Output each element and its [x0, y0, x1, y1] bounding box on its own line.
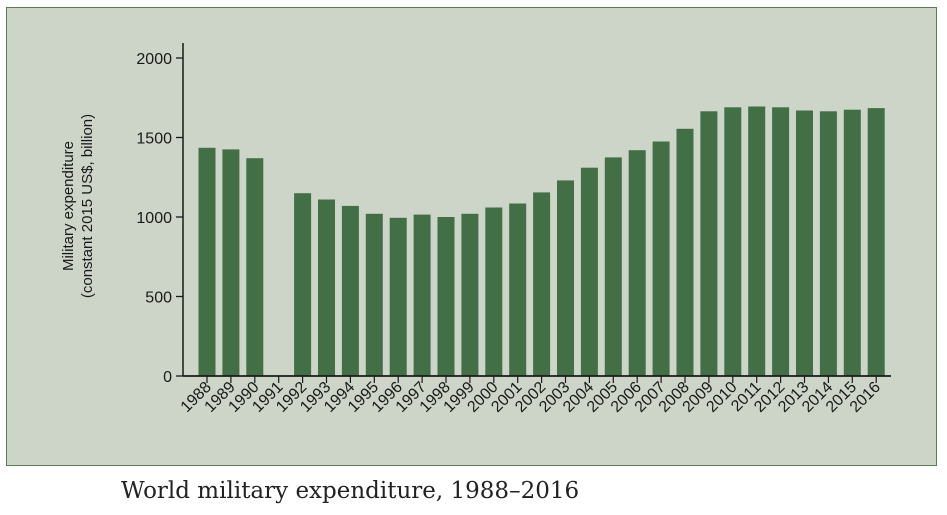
- bar-1993: [318, 199, 335, 376]
- bar-2016: [867, 108, 885, 376]
- bar-2015: [843, 109, 861, 376]
- y-axis-label-line-1: Military expenditure: [60, 141, 77, 271]
- bar-1998: [437, 217, 455, 376]
- bar-1988: [198, 147, 216, 376]
- y-tick-label-1500: 1500: [136, 131, 172, 148]
- y-tick-label-0: 0: [163, 369, 172, 386]
- bar-2007: [652, 141, 670, 376]
- bar-2003: [557, 180, 574, 376]
- bar-1996: [389, 217, 407, 376]
- bar-2004: [580, 167, 598, 376]
- y-tick-label-500: 500: [145, 290, 172, 307]
- bar-2013: [796, 110, 813, 376]
- bar-1990: [246, 158, 264, 376]
- y-tick-label-2000: 2000: [136, 51, 172, 68]
- y-tick-label-1000: 1000: [136, 210, 172, 227]
- chart-panel: Military expenditure (constant 2015 US$,…: [6, 7, 937, 466]
- bar-1992: [294, 193, 312, 376]
- bar-chart: Military expenditure (constant 2015 US$,…: [60, 43, 891, 416]
- bar-2001: [509, 203, 527, 376]
- bar-2011: [748, 106, 766, 376]
- bar-2006: [628, 150, 646, 376]
- bar-1994: [341, 205, 359, 376]
- bar-2000: [485, 207, 503, 376]
- chart-caption: World military expenditure, 1988–2016: [121, 478, 580, 504]
- bar-2012: [772, 107, 790, 377]
- bar-1997: [413, 214, 431, 376]
- bar-2002: [533, 192, 551, 376]
- bar-1995: [365, 213, 383, 376]
- bar-2008: [676, 128, 694, 376]
- bar-1999: [461, 213, 479, 376]
- bar-2009: [700, 111, 718, 377]
- bar-2014: [819, 111, 837, 377]
- bar-2005: [604, 157, 622, 376]
- bar-2010: [724, 107, 742, 377]
- y-axis-label-line-2: (constant 2015 US$, billion): [79, 114, 96, 298]
- bar-1989: [222, 149, 240, 376]
